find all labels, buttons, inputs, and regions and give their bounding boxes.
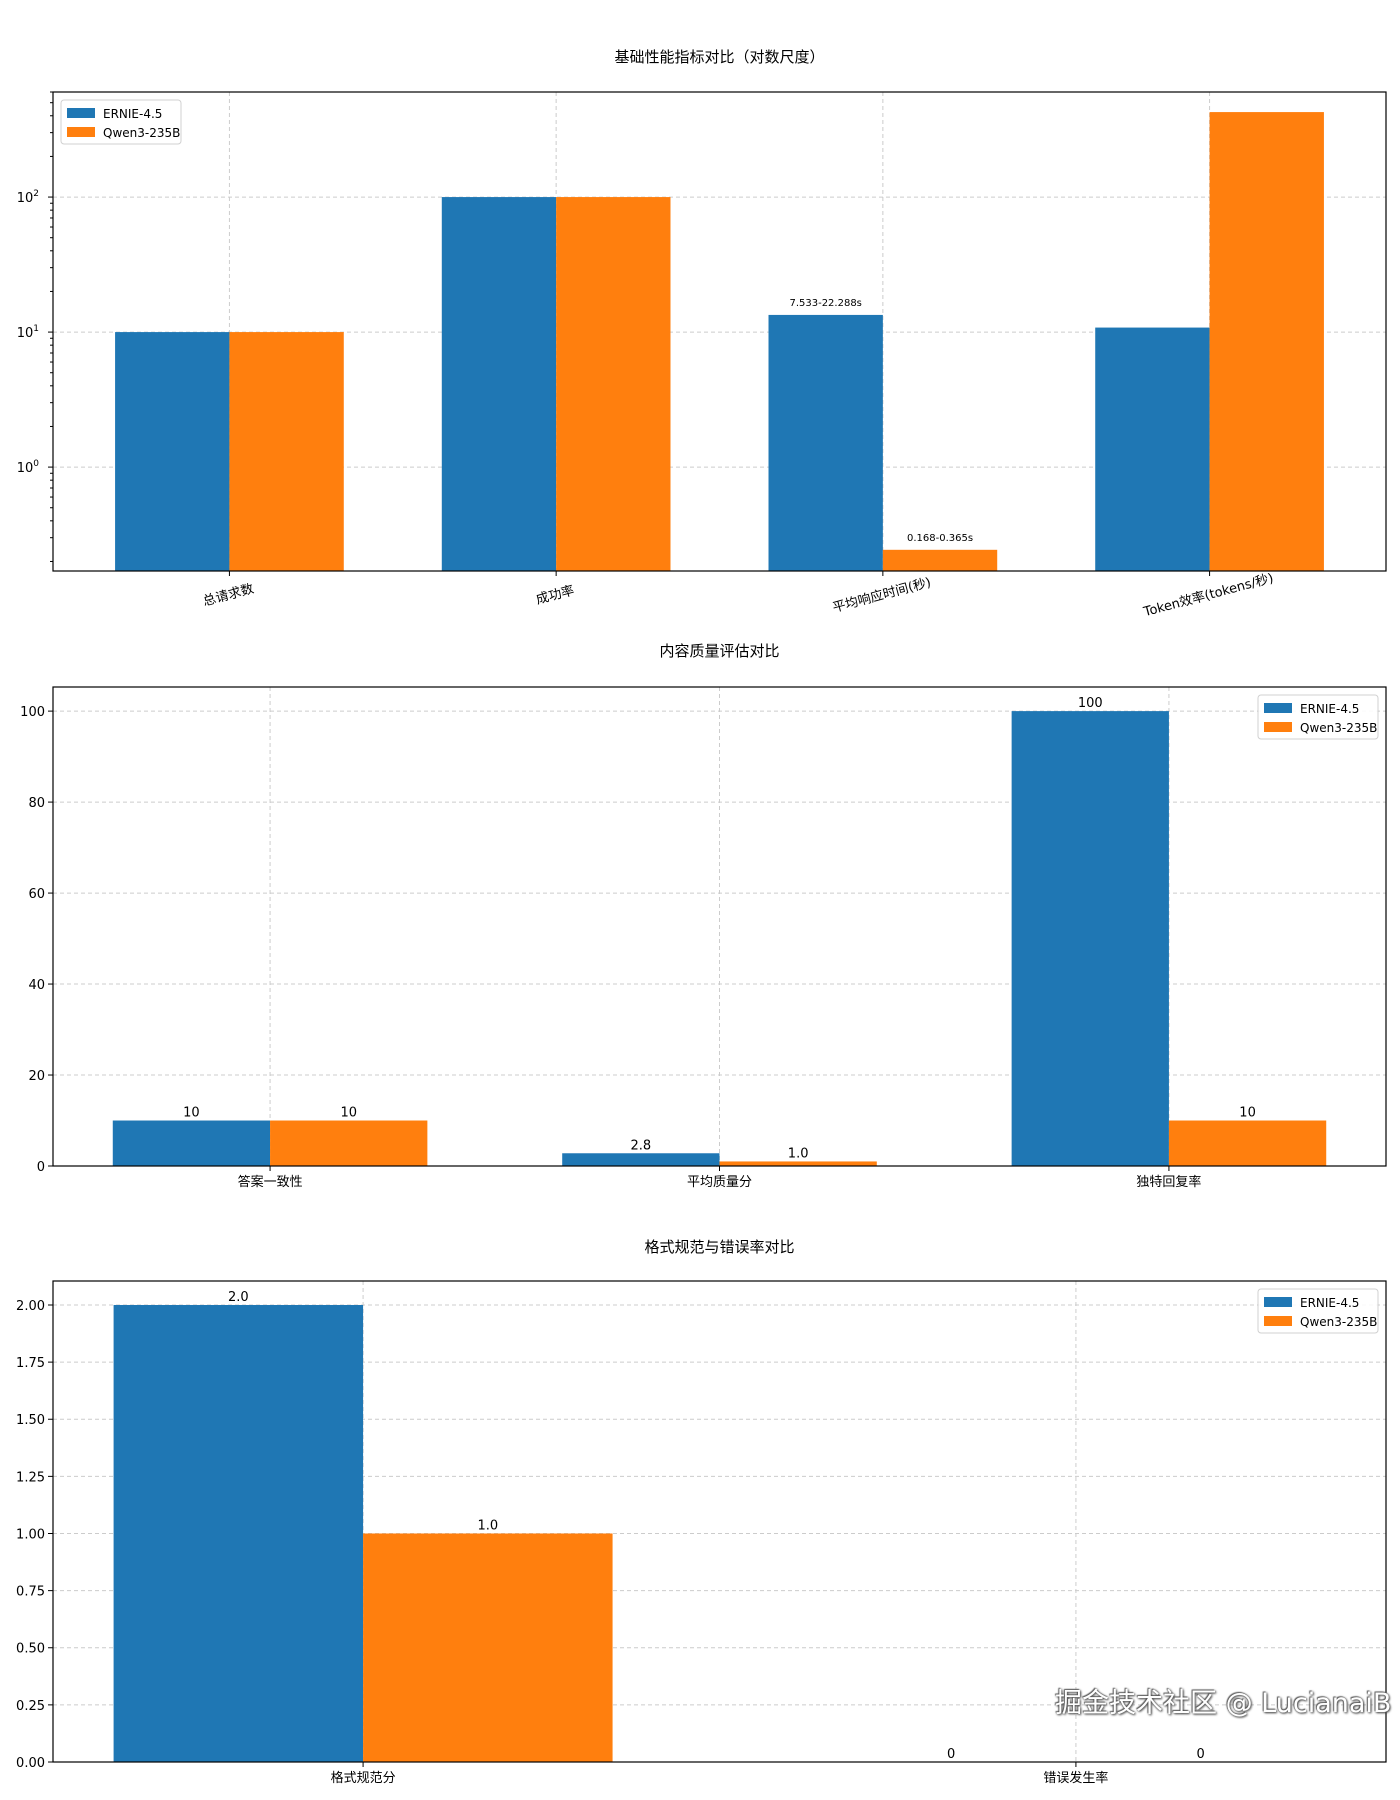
legend-swatch	[67, 108, 95, 118]
bar-value-label: 1.0	[477, 1518, 498, 1533]
y-tick-label: 60	[28, 887, 45, 902]
bar-qwen3-235b	[719, 1161, 877, 1166]
bar-qwen3-235b	[1209, 112, 1324, 572]
bar-qwen3-235b	[270, 1120, 428, 1166]
y-tick-label: 0.75	[16, 1585, 45, 1600]
chart-3: 格式规范与错误率对比0.000.250.500.751.001.251.501.…	[16, 1238, 1387, 1786]
y-tick-label: 2.00	[16, 1299, 45, 1314]
legend-swatch	[1264, 1316, 1292, 1326]
bar-ernie-4.5	[441, 197, 557, 572]
bar-ernie-4.5	[115, 332, 230, 571]
bar-value-label: 0	[947, 1747, 955, 1762]
y-tick-label: 100	[20, 705, 45, 720]
legend: ERNIE-4.5 Qwen3-235B	[1257, 694, 1379, 740]
y-tick-label: 40	[28, 978, 45, 993]
y-tick-label: 80	[28, 796, 45, 811]
legend-swatch	[1264, 703, 1292, 713]
axes-frame	[52, 91, 1387, 572]
x-tick-label: 答案一致性	[238, 1174, 303, 1190]
legend-swatch	[67, 127, 95, 137]
bar-ernie-4.5	[1095, 327, 1210, 571]
bar-ernie-4.5	[1011, 711, 1169, 1166]
legend-label: Qwen3-235B	[1300, 1315, 1377, 1329]
y-tick-label: 20	[28, 1069, 45, 1084]
legend: ERNIE-4.5 Qwen3-235B	[1257, 1288, 1379, 1334]
axes-frame	[52, 1280, 1387, 1763]
y-tick-label: 1.00	[16, 1527, 45, 1542]
chart-title: 基础性能指标对比（对数尺度）	[614, 48, 824, 66]
x-tick-label: 平均质量分	[687, 1175, 752, 1190]
watermark: 掘金技术社区 @ LucianaiB	[1055, 1688, 1392, 1719]
legend-label: ERNIE-4.5	[103, 107, 162, 121]
bar-value-label: 10	[1239, 1106, 1256, 1121]
y-tick-label: 0.00	[16, 1756, 45, 1771]
legend-label: ERNIE-4.5	[1300, 1296, 1359, 1310]
x-tick-label: 平均响应时间(秒)	[831, 574, 933, 616]
bar-ernie-4.5	[113, 1304, 364, 1762]
bar-value-label: 0	[1197, 1747, 1205, 1762]
bar-qwen3-235b	[882, 549, 998, 571]
bar-qwen3-235b	[229, 332, 344, 571]
chart-title: 格式规范与错误率对比	[644, 1238, 794, 1256]
x-tick-label: 成功率	[534, 582, 576, 608]
legend-swatch	[1264, 1297, 1292, 1307]
chart-title: 内容质量评估对比	[659, 642, 779, 660]
bar-ernie-4.5	[562, 1153, 720, 1166]
x-tick-label: 独特回复率	[1136, 1174, 1201, 1190]
bar-value-label: 0.168-0.365s	[907, 533, 973, 544]
bar-qwen3-235b	[556, 197, 671, 572]
bar-value-label: 7.533-22.288s	[789, 298, 861, 309]
legend-label: Qwen3-235B	[1300, 721, 1377, 735]
bar-value-label: 10	[183, 1106, 200, 1121]
bar-value-label: 10	[340, 1106, 357, 1121]
bar-qwen3-235b	[363, 1533, 613, 1762]
x-tick-label: 格式规范分	[331, 1770, 396, 1786]
bar-value-label: 100	[1078, 696, 1103, 711]
chart-2: 内容质量评估对比 0 20 40 60 80 100 10 2.8 100 10 1.0 10 答案一致性…	[20, 642, 1387, 1190]
legend: ERNIE-4.5 Qwen3-235B	[60, 99, 182, 145]
x-tick-label: 总请求数	[201, 582, 255, 610]
y-tick-label: 1.75	[16, 1356, 45, 1371]
bar-ernie-4.5	[112, 1120, 271, 1166]
y-tick-label: 1.25	[16, 1470, 45, 1485]
x-tick-label: 错误发生率	[1043, 1770, 1108, 1786]
y-tick-label: 101	[17, 324, 39, 341]
y-tick-label: 100	[17, 459, 40, 476]
y-tick-label: 0	[37, 1160, 45, 1175]
bar-qwen3-235b	[1168, 1120, 1327, 1166]
y-tick-label: 1.50	[16, 1413, 45, 1428]
bar-value-label: 2.8	[631, 1138, 652, 1153]
y-tick-label: 0.25	[16, 1699, 45, 1714]
legend-label: Qwen3-235B	[103, 126, 180, 140]
legend-label: ERNIE-4.5	[1300, 702, 1359, 716]
bar-ernie-4.5	[768, 314, 883, 571]
chart-1: 基础性能指标对比（对数尺度） 100 101 102 7.533-22.288s 0.16…	[17, 48, 1387, 620]
x-tick-label: Token效率(tokens/秒)	[1141, 570, 1275, 620]
bar-value-label: 2.0	[228, 1290, 249, 1305]
y-tick-label: 102	[17, 189, 39, 206]
y-tick-label: 0.50	[16, 1642, 45, 1657]
bar-value-label: 1.0	[788, 1146, 809, 1161]
legend-swatch	[1264, 722, 1292, 732]
